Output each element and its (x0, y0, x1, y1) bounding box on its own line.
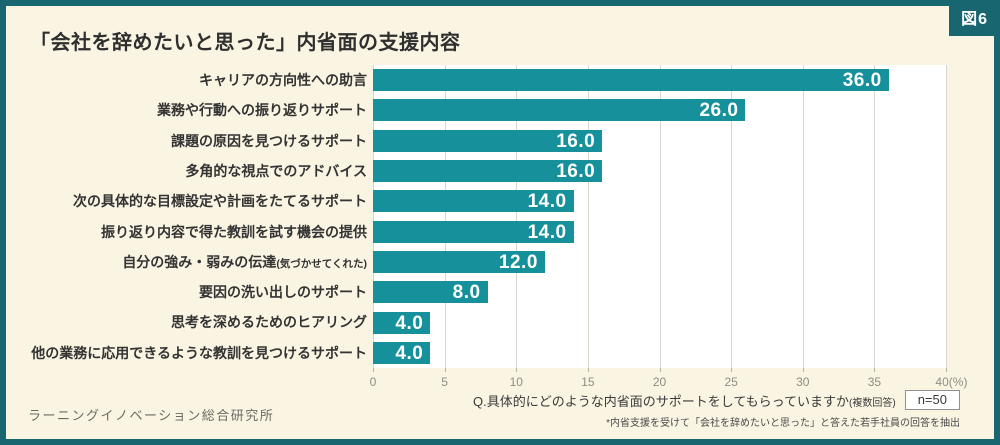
gridline (731, 65, 733, 368)
value-label: 14.0 (527, 221, 567, 243)
bar: 8.0 (373, 281, 488, 304)
gridline (373, 65, 374, 368)
bar: 14.0 (373, 190, 574, 213)
text-main: Q.具体的にどのような内省面のサポートをしてもらっていますか (472, 393, 850, 409)
x-axis-tickmark (946, 368, 947, 372)
gridline (444, 65, 446, 368)
x-axis-tickmark (444, 368, 446, 372)
plot-area: 0 5 10 15 20 25 30 35 40(%) 36.0 26.0 16.0 16.0 14.0 1… (370, 65, 967, 389)
x-axis-tickmark (659, 368, 661, 372)
x-axis-tick-label: 15 (581, 375, 595, 389)
x-axis-tick-label: 0 (369, 375, 377, 389)
category-label: 思考を深めるためのヒアリング (171, 314, 367, 331)
bar: 4.0 (373, 341, 431, 364)
category-label: 要因の洗い出しのサポート (199, 284, 367, 301)
category-label: キャリアの方向性への助言 (199, 72, 367, 88)
bar: 16.0 (373, 160, 603, 183)
value-label: 26.0 (699, 100, 739, 122)
value-label: 16.0 (556, 161, 596, 183)
category-label: 次の具体的な目標設定や計画をたてるサポート (73, 193, 367, 210)
category-label: 業務や行動への振り返りサポート (157, 102, 367, 119)
source-organization: ラーニングイノベーション総合研究所 (28, 408, 275, 423)
x-axis-tick-label: 40(%) (935, 375, 968, 389)
value-label: 4.0 (395, 312, 424, 334)
x-axis-tickmark (731, 368, 733, 372)
gridline (516, 65, 518, 368)
x-axis-tick-label: 5 (441, 375, 448, 389)
category-label: 自分の強み・弱みの伝達(気づかせてくれた) (16, 247, 367, 277)
survey-question: Q.具体的にどのような内省面のサポートをしてもらっていますか(複数回答) (473, 391, 896, 410)
bar: 14.0 (373, 220, 574, 243)
value-label: 12.0 (498, 251, 538, 273)
bar: 36.0 (373, 69, 889, 92)
gridline (946, 65, 947, 368)
x-axis-tickmark (874, 368, 876, 372)
footnote: *内省支援を受けて「会社を辞めたいと思った」と答えた若手社員の回答を抽出 (606, 418, 960, 429)
value-label: 4.0 (395, 342, 424, 364)
bar: 12.0 (373, 250, 545, 273)
sample-size-badge: n=50 (904, 390, 960, 410)
category-label: 多角的な視点でのアドバイス (185, 162, 367, 179)
gridline (874, 65, 876, 368)
x-axis-tickmark (587, 368, 589, 372)
bar: 26.0 (373, 99, 746, 122)
value-label: 36.0 (842, 70, 882, 92)
gridline (587, 65, 589, 368)
text-paren-small: (気づかせてくれた) (276, 257, 367, 270)
x-axis-tickmark (802, 368, 804, 372)
gridline (802, 65, 804, 368)
category-label: 他の業務に応用できるような教訓を見つけるサポート (31, 344, 367, 361)
x-axis-tickmark (373, 368, 374, 372)
text-paren-small: (複数回答) (849, 397, 896, 409)
x-axis-tickmark (516, 368, 518, 372)
category-label: 振り返り内容で得た教訓を試す機会の提供 (101, 223, 367, 240)
x-axis-tick-label: 25 (724, 375, 738, 389)
x-axis-tick-label: 30 (796, 375, 810, 389)
category-label: 課題の原因を見つけるサポート (171, 132, 367, 149)
survey-question-row: Q.具体的にどのような内省面のサポートをしてもらっていますか(複数回答) n=5… (473, 390, 960, 410)
bar: 4.0 (373, 311, 431, 334)
text-main: 自分の強み・弱みの伝達 (122, 253, 277, 270)
category-axis: キャリアの方向性への助言業務や行動への振り返りサポート課題の原因を見つけるサポー… (16, 65, 367, 368)
x-axis-tick-label: 10 (509, 375, 523, 389)
x-axis-tick-label: 20 (652, 375, 667, 389)
bar: 16.0 (373, 129, 603, 152)
x-axis-tick-label: 35 (867, 375, 882, 389)
value-label: 14.0 (527, 191, 567, 213)
chart-title: 「会社を辞めたいと思った」内省面の支援内容 (30, 32, 461, 54)
value-label: 8.0 (452, 282, 481, 304)
value-label: 16.0 (556, 130, 596, 152)
figure-number-badge: 図6 (949, 6, 994, 36)
gridline (659, 65, 661, 368)
